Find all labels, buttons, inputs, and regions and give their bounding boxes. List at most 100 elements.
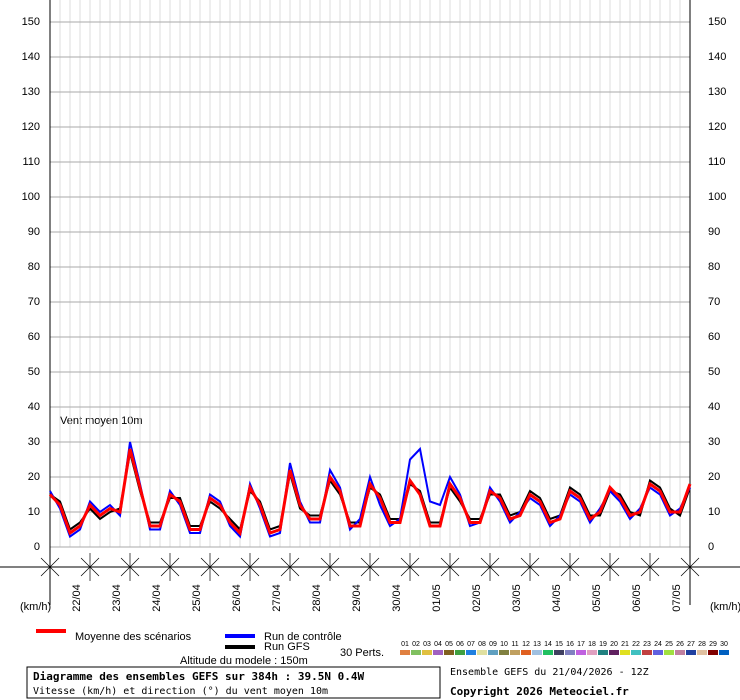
pert-number: 14 [544,641,552,648]
y-tick-label: 80 [28,261,40,273]
y-tick-label-right: 40 [708,401,720,413]
pert-number: 02 [412,641,420,648]
x-tick-label: 23/04 [111,584,123,612]
compass [556,553,584,581]
pert-swatch [642,650,652,655]
series-line [48,448,692,537]
pert-swatch [521,650,531,655]
x-tick-label: 03/05 [511,584,523,612]
y-tick-label-right: 0 [708,541,714,553]
pert-swatch [466,650,476,655]
altitude: Altitude du modele : 150m [180,655,308,667]
compass-ray [80,557,100,577]
pert-number: 07 [467,641,475,648]
pert-number: 05 [445,641,453,648]
series-line [49,441,691,539]
y-tick-label-right: 50 [708,366,720,378]
y-tick-label: 120 [22,121,40,133]
y-tick-label: 140 [22,51,40,63]
pert-swatch [565,650,575,655]
y-tick-label: 0 [34,541,40,553]
pert-number: 11 [511,641,518,648]
compass-ray [280,557,300,577]
y-tick-label: 100 [22,191,40,203]
compass-ray [560,557,580,577]
x-tick-label: 26/04 [231,584,243,612]
x-tick-label: 07/05 [671,584,683,612]
compass [156,553,184,581]
compass-ray [360,557,380,577]
compass [196,553,224,581]
x-tick-label: 24/04 [151,584,163,612]
pert-swatch [477,650,487,655]
compass [676,553,704,581]
pert-number: 09 [489,641,497,648]
x-tick-label: 30/04 [391,584,403,612]
legend-label: Run de contrôle [264,631,342,643]
pert-swatch [532,650,542,655]
pert-swatch [697,650,707,655]
x-tick-label: 28/04 [311,584,323,612]
compass [236,553,264,581]
pert-number: 30 [720,641,728,648]
pert-swatch [433,650,443,655]
compass-ray [400,557,420,577]
pert-swatch [576,650,586,655]
pert-swatch [664,650,674,655]
pert-swatch [510,650,520,655]
compass-ray [440,557,460,577]
pert-number: 24 [654,641,662,648]
y-tick-label-right: 80 [708,261,720,273]
y-tick-label: 110 [22,156,40,168]
y-tick-label: 60 [28,331,40,343]
y-tick-label: 150 [22,16,40,28]
y-unit-left: (km/h) [20,601,51,613]
x-tick-label: 27/04 [271,584,283,612]
compass-ray [120,557,140,577]
x-tick-label: 02/05 [471,584,483,612]
pert-number: 23 [643,641,651,648]
pert-swatch [543,650,553,655]
y-tick-label: 40 [28,401,40,413]
compass [76,553,104,581]
pert-number: 13 [533,641,541,648]
y-tick-label: 30 [28,436,40,448]
compass-ray [320,557,340,577]
compass-ray [240,557,260,577]
compass-ray [160,557,180,577]
compass [636,553,664,581]
pert-swatch [708,650,718,655]
pert-number: 20 [610,641,618,648]
pert-number: 01 [401,641,409,648]
pert-swatch [609,650,619,655]
legend-label: Run GFS [264,641,310,653]
x-tick-label: 01/05 [431,584,443,612]
compass [596,553,624,581]
y-tick-label-right: 140 [708,51,726,63]
pert-swatch [499,650,509,655]
pert-swatch [620,650,630,655]
y-tick-label-right: 90 [708,226,720,238]
y-tick-label-right: 120 [708,121,726,133]
chart-subtitle: Vitesse (km/h) et direction (°) du vent … [33,686,328,697]
pert-swatch [598,650,608,655]
pert-number: 16 [566,641,574,648]
y-tick-label-right: 10 [708,506,720,518]
pert-number: 17 [577,641,585,648]
x-tick-label: 06/05 [631,584,643,612]
compass-ray [640,557,660,577]
y-tick-label: 20 [28,471,40,483]
pert-swatch [719,650,729,655]
y-tick-label-right: 110 [708,156,726,168]
x-tick-label: 04/05 [551,584,563,612]
x-tick-label: 29/04 [351,584,363,612]
pert-number: 04 [434,641,442,648]
compass [316,553,344,581]
y-tick-label: 70 [28,296,40,308]
pert-number: 08 [478,641,486,648]
legend-label: Moyenne des scénarios [75,631,192,643]
compass [396,553,424,581]
pert-number: 19 [599,641,607,648]
y-tick-label-right: 130 [708,86,726,98]
x-tick-label: 25/04 [191,584,203,612]
